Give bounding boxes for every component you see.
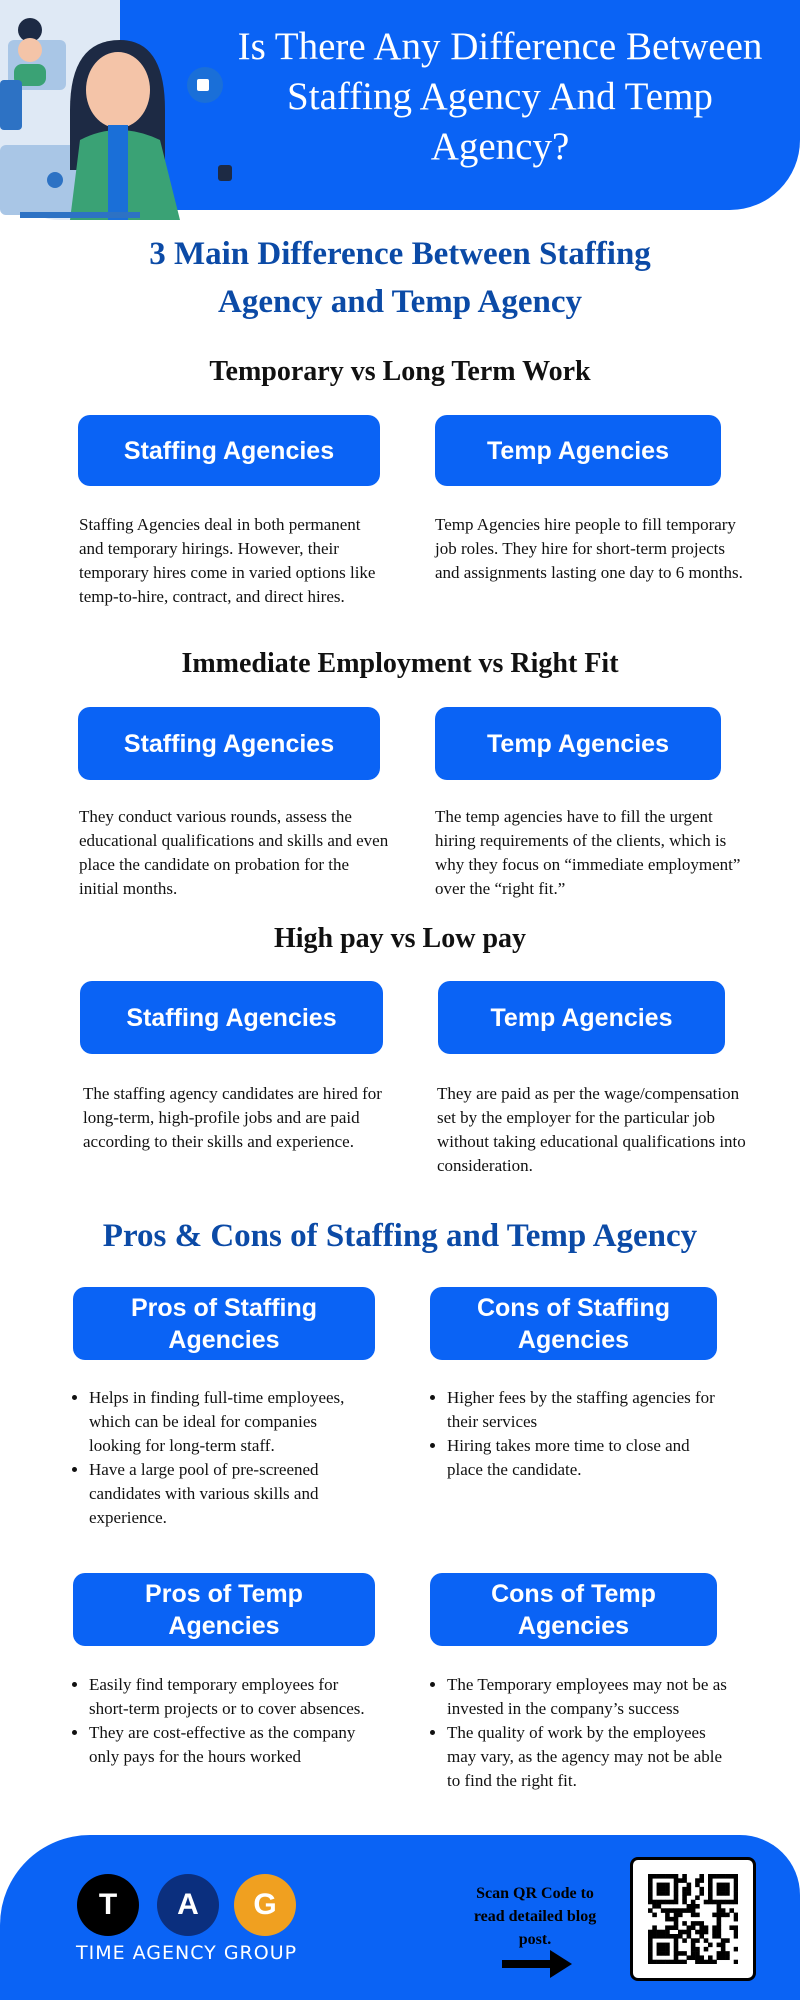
logo-letter-a: A [157,1874,219,1936]
list-item: The quality of work by the employees may… [447,1721,727,1793]
staffing-description: They conduct various rounds, assess the … [79,807,389,898]
arrow-right-icon [502,1950,572,1978]
list-item: Higher fees by the staffing agencies for… [447,1386,727,1434]
list-item: Helps in finding full-time employees, wh… [89,1386,369,1458]
section-heading: Temporary vs Long Term Work [209,356,591,387]
temp-agencies-label: Temp Agencies [438,981,725,1054]
list-item: They are cost-effective as the company o… [89,1721,369,1769]
temp-description: They are paid as per the wage/compensati… [437,1084,746,1175]
pros-cons-heading: Pros & Cons of Staffing and Temp Agency [102,1218,698,1254]
logo-name: TIME AGENCY GROUP [76,1942,298,1964]
cons-temp-list: The Temporary employees may not be as in… [427,1673,727,1793]
list-item: Hiring takes more time to close and plac… [447,1434,727,1482]
logo-letter-g: G [234,1874,296,1936]
temp-description: Temp Agencies hire people to fill tempor… [435,515,743,582]
qr-code-icon [630,1857,756,1981]
section-subtitle: 3 Main Difference Between Staffing Agenc… [149,236,651,320]
section-heading: Immediate Employment vs Right Fit [181,648,619,679]
list-item: Have a large pool of pre-screened candid… [89,1458,369,1530]
woman-video-call-illustration [0,18,232,220]
header-banner [166,0,800,210]
list-item: The Temporary employees may not be as in… [447,1673,727,1721]
cons-staffing-list: Higher fees by the staffing agencies for… [427,1386,727,1482]
staffing-agencies-label: Staffing Agencies [78,415,380,486]
section-heading: High pay vs Low pay [273,923,527,954]
temp-agencies-label: Temp Agencies [435,415,721,486]
temp-agencies-label: Temp Agencies [435,707,721,780]
page-title: Is There Any Difference Between Staffing… [237,25,763,168]
temp-description: The temp agencies have to fill the urgen… [435,807,741,898]
pros-temp-list: Easily find temporary employees for shor… [69,1673,369,1769]
pros-temp-label: Pros of Temp Agencies [73,1573,375,1646]
staffing-agencies-label: Staffing Agencies [78,707,380,780]
staffing-description: Staffing Agencies deal in both permanent… [79,515,376,606]
staffing-description: The staffing agency candidates are hired… [83,1084,382,1151]
cons-staffing-label: Cons of Staffing Agencies [430,1287,717,1360]
logo-letter-t: T [77,1874,139,1936]
list-item: Easily find temporary employees for shor… [89,1673,369,1721]
staffing-agencies-label: Staffing Agencies [80,981,383,1054]
pros-staffing-label: Pros of Staffing Agencies [73,1287,375,1360]
cons-temp-label: Cons of Temp Agencies [430,1573,717,1646]
pros-staffing-list: Helps in finding full-time employees, wh… [69,1386,369,1530]
qr-caption: Scan QR Code to read detailed blog post. [473,1885,597,1948]
